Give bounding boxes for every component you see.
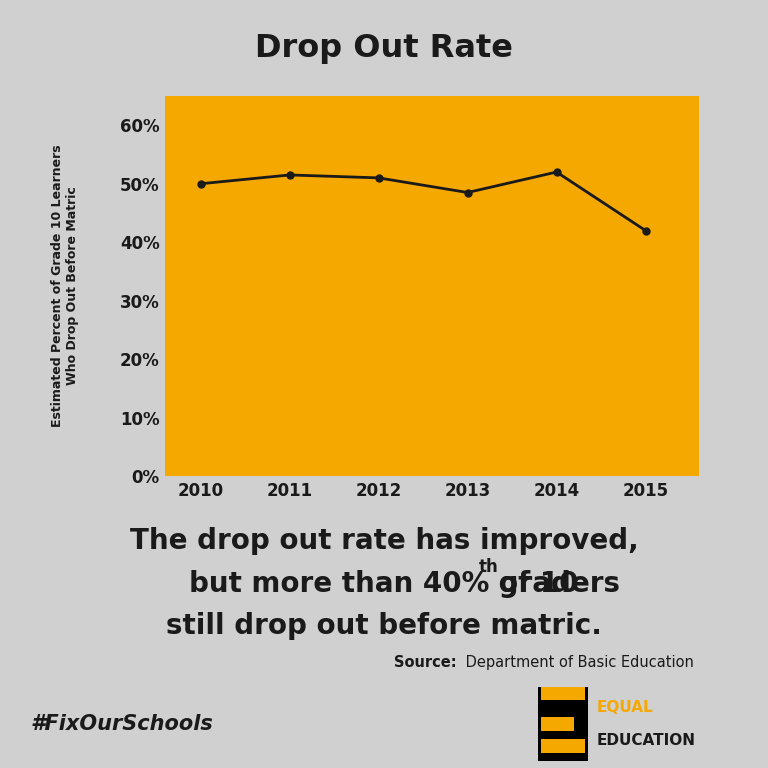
Bar [541,687,585,700]
Text: Drop Out Rate: Drop Out Rate [255,32,513,64]
Bar [541,717,574,730]
Text: EQUAL: EQUAL [597,700,654,715]
Text: Estimated Percent of Grade 10 Learners
Who Drop Out Before Matric: Estimated Percent of Grade 10 Learners W… [51,144,79,428]
Bar [541,739,585,753]
Text: th: th [478,558,498,576]
Text: Department of Basic Education: Department of Basic Education [461,654,694,670]
Text: Source:: Source: [394,654,457,670]
Text: but more than 40% of 10: but more than 40% of 10 [189,570,579,598]
Text: EDUCATION: EDUCATION [597,733,696,748]
Text: graders: graders [489,570,621,598]
Text: still drop out before matric.: still drop out before matric. [166,612,602,640]
Text: The drop out rate has improved,: The drop out rate has improved, [130,528,638,555]
Text: #FixOurSchools: #FixOurSchools [31,713,214,734]
Bar [538,687,588,761]
